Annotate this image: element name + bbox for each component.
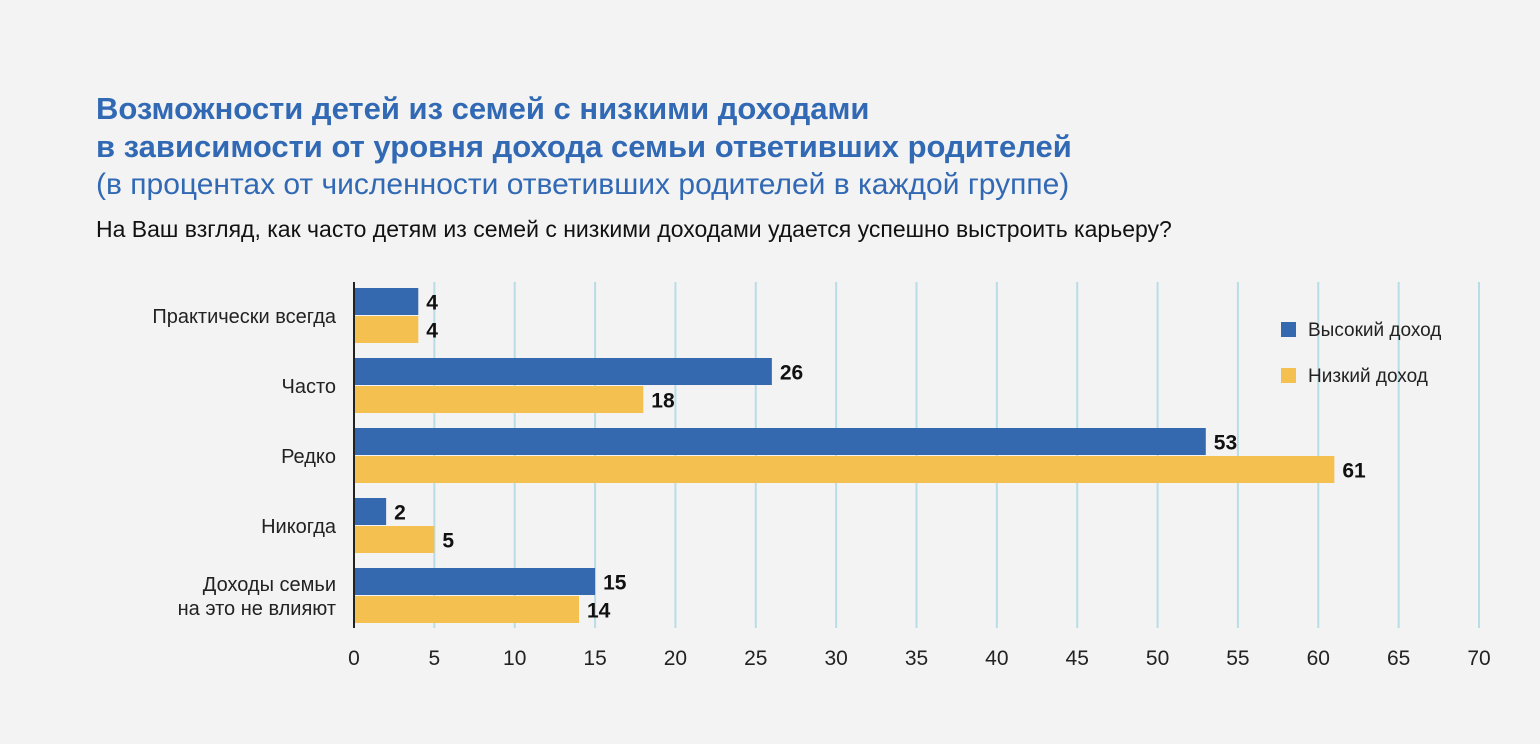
x-tick-label-15: 15 xyxy=(583,647,606,670)
value-label-high-3: 2 xyxy=(394,502,406,525)
value-label-high-2: 53 xyxy=(1214,432,1237,455)
bar-low-income-4 xyxy=(354,596,579,623)
bar-low-income-2 xyxy=(354,456,1335,483)
value-labels: 4 4 26 18 53 61 2 5 15 14 xyxy=(394,292,1366,623)
bar-high-income-4 xyxy=(354,568,596,595)
x-tick-label-65: 65 xyxy=(1387,647,1410,670)
category-label-4-line-0: Доходы семьи xyxy=(203,574,336,596)
value-label-low-3: 5 xyxy=(442,530,454,553)
x-tick-label-30: 30 xyxy=(824,647,847,670)
category-label-4-line-1: на это не влияют xyxy=(178,598,336,620)
chart-subtitle: (в процентах от численности ответивших р… xyxy=(96,168,1070,201)
x-tick-label-40: 40 xyxy=(985,647,1008,670)
category-label-2: Редко xyxy=(281,446,336,468)
x-tick-label-55: 55 xyxy=(1226,647,1249,670)
value-label-low-1: 18 xyxy=(651,390,675,413)
bar-high-income-1 xyxy=(354,358,772,385)
chart-title-line-2: в зависимости от уровня дохода семьи отв… xyxy=(96,129,1072,164)
x-tick-label-60: 60 xyxy=(1307,647,1330,670)
bar-low-income-0 xyxy=(354,316,419,343)
chart-title-line-1: Возможности детей из семей с низкими дох… xyxy=(96,91,870,126)
bar-high-income-3 xyxy=(354,498,387,525)
bar-high-income-0 xyxy=(354,288,419,315)
x-tick-label-50: 50 xyxy=(1146,647,1169,670)
x-tick-label-45: 45 xyxy=(1066,647,1089,670)
legend-label-0: Высокий доход xyxy=(1308,320,1441,341)
legend-swatch-0 xyxy=(1281,322,1296,337)
value-label-low-0: 4 xyxy=(426,320,438,343)
value-label-low-2: 61 xyxy=(1342,460,1366,483)
value-label-low-4: 14 xyxy=(587,600,611,623)
value-label-high-1: 26 xyxy=(780,362,803,385)
category-labels: Практически всегда Часто Редко Никогда Доход… xyxy=(152,306,337,620)
category-label-3: Никогда xyxy=(261,516,337,538)
value-label-high-4: 15 xyxy=(603,572,627,595)
survey-question: На Ваш взгляд, как часто детям из семей … xyxy=(96,216,1172,242)
bar-low-income-3 xyxy=(354,526,435,553)
category-label-1: Часто xyxy=(281,376,336,398)
chart-title-block: Возможности детей из семей с низкими дох… xyxy=(96,90,1072,204)
category-label-0: Практически всегда xyxy=(152,306,337,328)
x-tick-label-35: 35 xyxy=(905,647,928,670)
x-tick-label-25: 25 xyxy=(744,647,767,670)
x-tick-label-5: 5 xyxy=(429,647,441,670)
x-tick-label-20: 20 xyxy=(664,647,687,670)
chart-legend: Высокий доход Низкий доход xyxy=(1281,320,1441,387)
x-tick-label-70: 70 xyxy=(1467,647,1490,670)
chart-bars xyxy=(354,288,1335,623)
legend-swatch-1 xyxy=(1281,368,1296,383)
bar-low-income-1 xyxy=(354,386,644,413)
x-axis-ticks: 0 5 10 15 20 25 30 35 40 45 50 55 60 65 70 xyxy=(348,647,1491,670)
x-tick-label-0: 0 xyxy=(348,647,360,670)
legend-label-1: Низкий доход xyxy=(1308,366,1428,387)
bar-high-income-2 xyxy=(354,428,1206,455)
value-label-high-0: 4 xyxy=(426,292,438,315)
x-tick-label-10: 10 xyxy=(503,647,526,670)
